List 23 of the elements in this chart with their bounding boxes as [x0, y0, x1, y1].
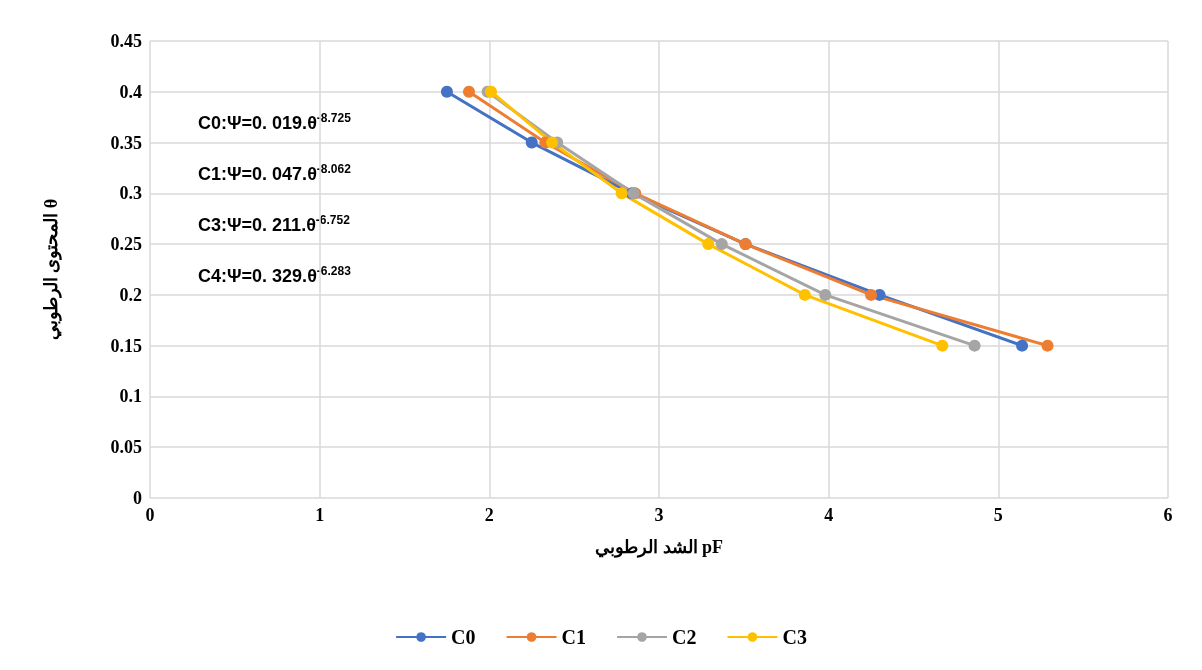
y-tick-label: 0.3 [119, 183, 142, 204]
legend-label: C3 [782, 626, 807, 648]
x-tick-label: 3 [654, 505, 664, 525]
y-tick-label: 0.35 [110, 132, 142, 153]
x-tick-label: 4 [824, 505, 834, 525]
y-tick-label: 0.25 [110, 234, 142, 255]
y-tick-label: 0.15 [110, 335, 142, 356]
y-tick-label: 0.05 [110, 437, 142, 458]
y-tick-label: 0 [133, 488, 142, 508]
y-tick-label: 0.1 [119, 386, 142, 407]
y-axis-title: المحتوى الرطوبي θ [41, 198, 62, 341]
legend-label: C2 [672, 626, 697, 648]
x-tick-label: 2 [484, 505, 494, 525]
y-tick-label: 0.4 [119, 81, 142, 102]
x-axis-title: الشد الرطوبي pF [594, 537, 724, 558]
x-tick-label: 0 [145, 505, 155, 525]
x-tick-label: 1 [315, 505, 325, 525]
x-tick-label: 6 [1163, 505, 1173, 525]
legend-label: C0 [451, 626, 476, 648]
x-tick-label: 5 [993, 505, 1003, 525]
legend-label: C1 [561, 626, 587, 648]
y-tick-label: 0.2 [119, 284, 142, 305]
y-tick-label: 0.45 [110, 31, 142, 51]
